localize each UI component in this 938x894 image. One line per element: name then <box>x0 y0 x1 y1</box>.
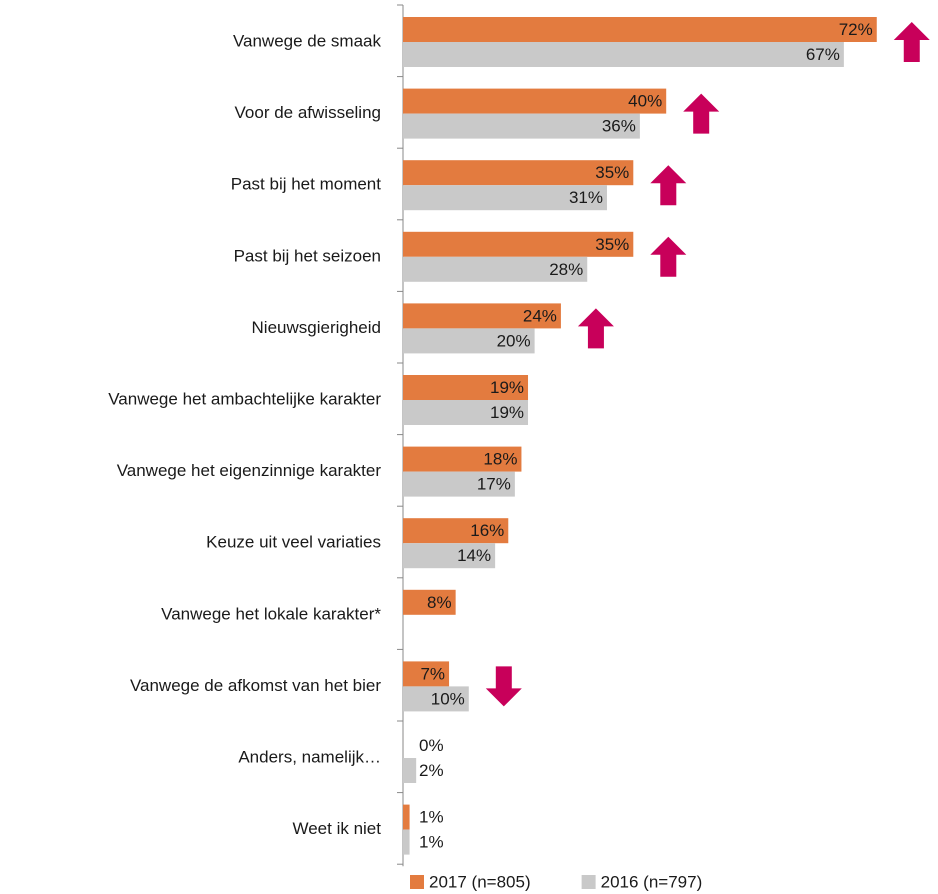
value-label: 14% <box>457 546 491 565</box>
bar <box>403 686 469 712</box>
value-label: 18% <box>483 450 517 469</box>
change-arrow <box>893 22 930 62</box>
category-label: Keuze uit veel variaties <box>206 533 381 552</box>
category-label: Nieuwsgierigheid <box>252 318 381 337</box>
value-label: 31% <box>569 188 603 207</box>
bar <box>403 88 667 114</box>
category-label: Past bij het seizoen <box>234 246 381 265</box>
value-label: 1% <box>419 833 444 852</box>
value-label: 35% <box>595 163 629 182</box>
bar <box>403 661 450 687</box>
value-label: 36% <box>602 117 636 136</box>
value-label: 28% <box>549 260 583 279</box>
bar <box>403 804 410 830</box>
change-arrow <box>577 308 614 349</box>
value-label: 2% <box>419 761 444 780</box>
value-label: 0% <box>419 736 444 755</box>
value-label: 24% <box>523 306 557 325</box>
category-label: Anders, namelijk… <box>238 747 381 766</box>
bar <box>403 375 529 400</box>
value-label: 19% <box>490 403 524 422</box>
value-label: 1% <box>419 808 444 827</box>
change-arrow <box>485 666 522 707</box>
value-label: 67% <box>806 45 840 64</box>
change-arrow <box>683 93 720 134</box>
bar <box>403 303 561 329</box>
value-label: 17% <box>477 475 511 494</box>
bar <box>403 400 529 425</box>
change-arrow <box>650 236 687 277</box>
change-arrow <box>650 165 687 206</box>
value-label: 7% <box>420 664 445 683</box>
legend-label: 2016 (n=797) <box>601 872 703 891</box>
value-label: 40% <box>628 92 662 111</box>
bar <box>403 185 607 211</box>
bar <box>403 758 417 783</box>
bar <box>403 160 634 186</box>
category-label: Voor de afwisseling <box>235 103 381 122</box>
value-label: 35% <box>595 235 629 254</box>
bar <box>403 256 588 282</box>
value-label: 10% <box>431 689 465 708</box>
category-label: Vanwege het eigenzinnige karakter <box>117 461 382 480</box>
value-label: 8% <box>427 593 452 612</box>
bar <box>403 589 456 615</box>
bar <box>403 231 634 257</box>
category-label: Past bij het moment <box>231 175 382 194</box>
bar <box>403 543 496 569</box>
category-label: Vanwege het lokale karakter* <box>161 604 381 623</box>
bar <box>403 518 509 544</box>
category-label: Vanwege het ambachtelijke karakter <box>108 389 381 408</box>
legend-label: 2017 (n=805) <box>429 872 531 891</box>
value-label: 19% <box>490 378 524 397</box>
bar <box>403 113 640 139</box>
value-label: 16% <box>470 521 504 540</box>
legend-swatch <box>581 875 596 889</box>
value-label: 72% <box>839 20 873 39</box>
category-label: Vanwege de afkomst van het bier <box>130 676 381 695</box>
value-label: 20% <box>497 331 531 350</box>
bar <box>403 829 410 855</box>
bar <box>403 42 844 67</box>
bar <box>403 471 515 497</box>
bar <box>403 17 877 42</box>
category-label: Vanwege de smaak <box>233 31 382 50</box>
category-label: Weet ik niet <box>292 819 381 838</box>
bar <box>403 328 535 354</box>
legend-swatch <box>410 875 424 889</box>
bar <box>403 446 522 472</box>
